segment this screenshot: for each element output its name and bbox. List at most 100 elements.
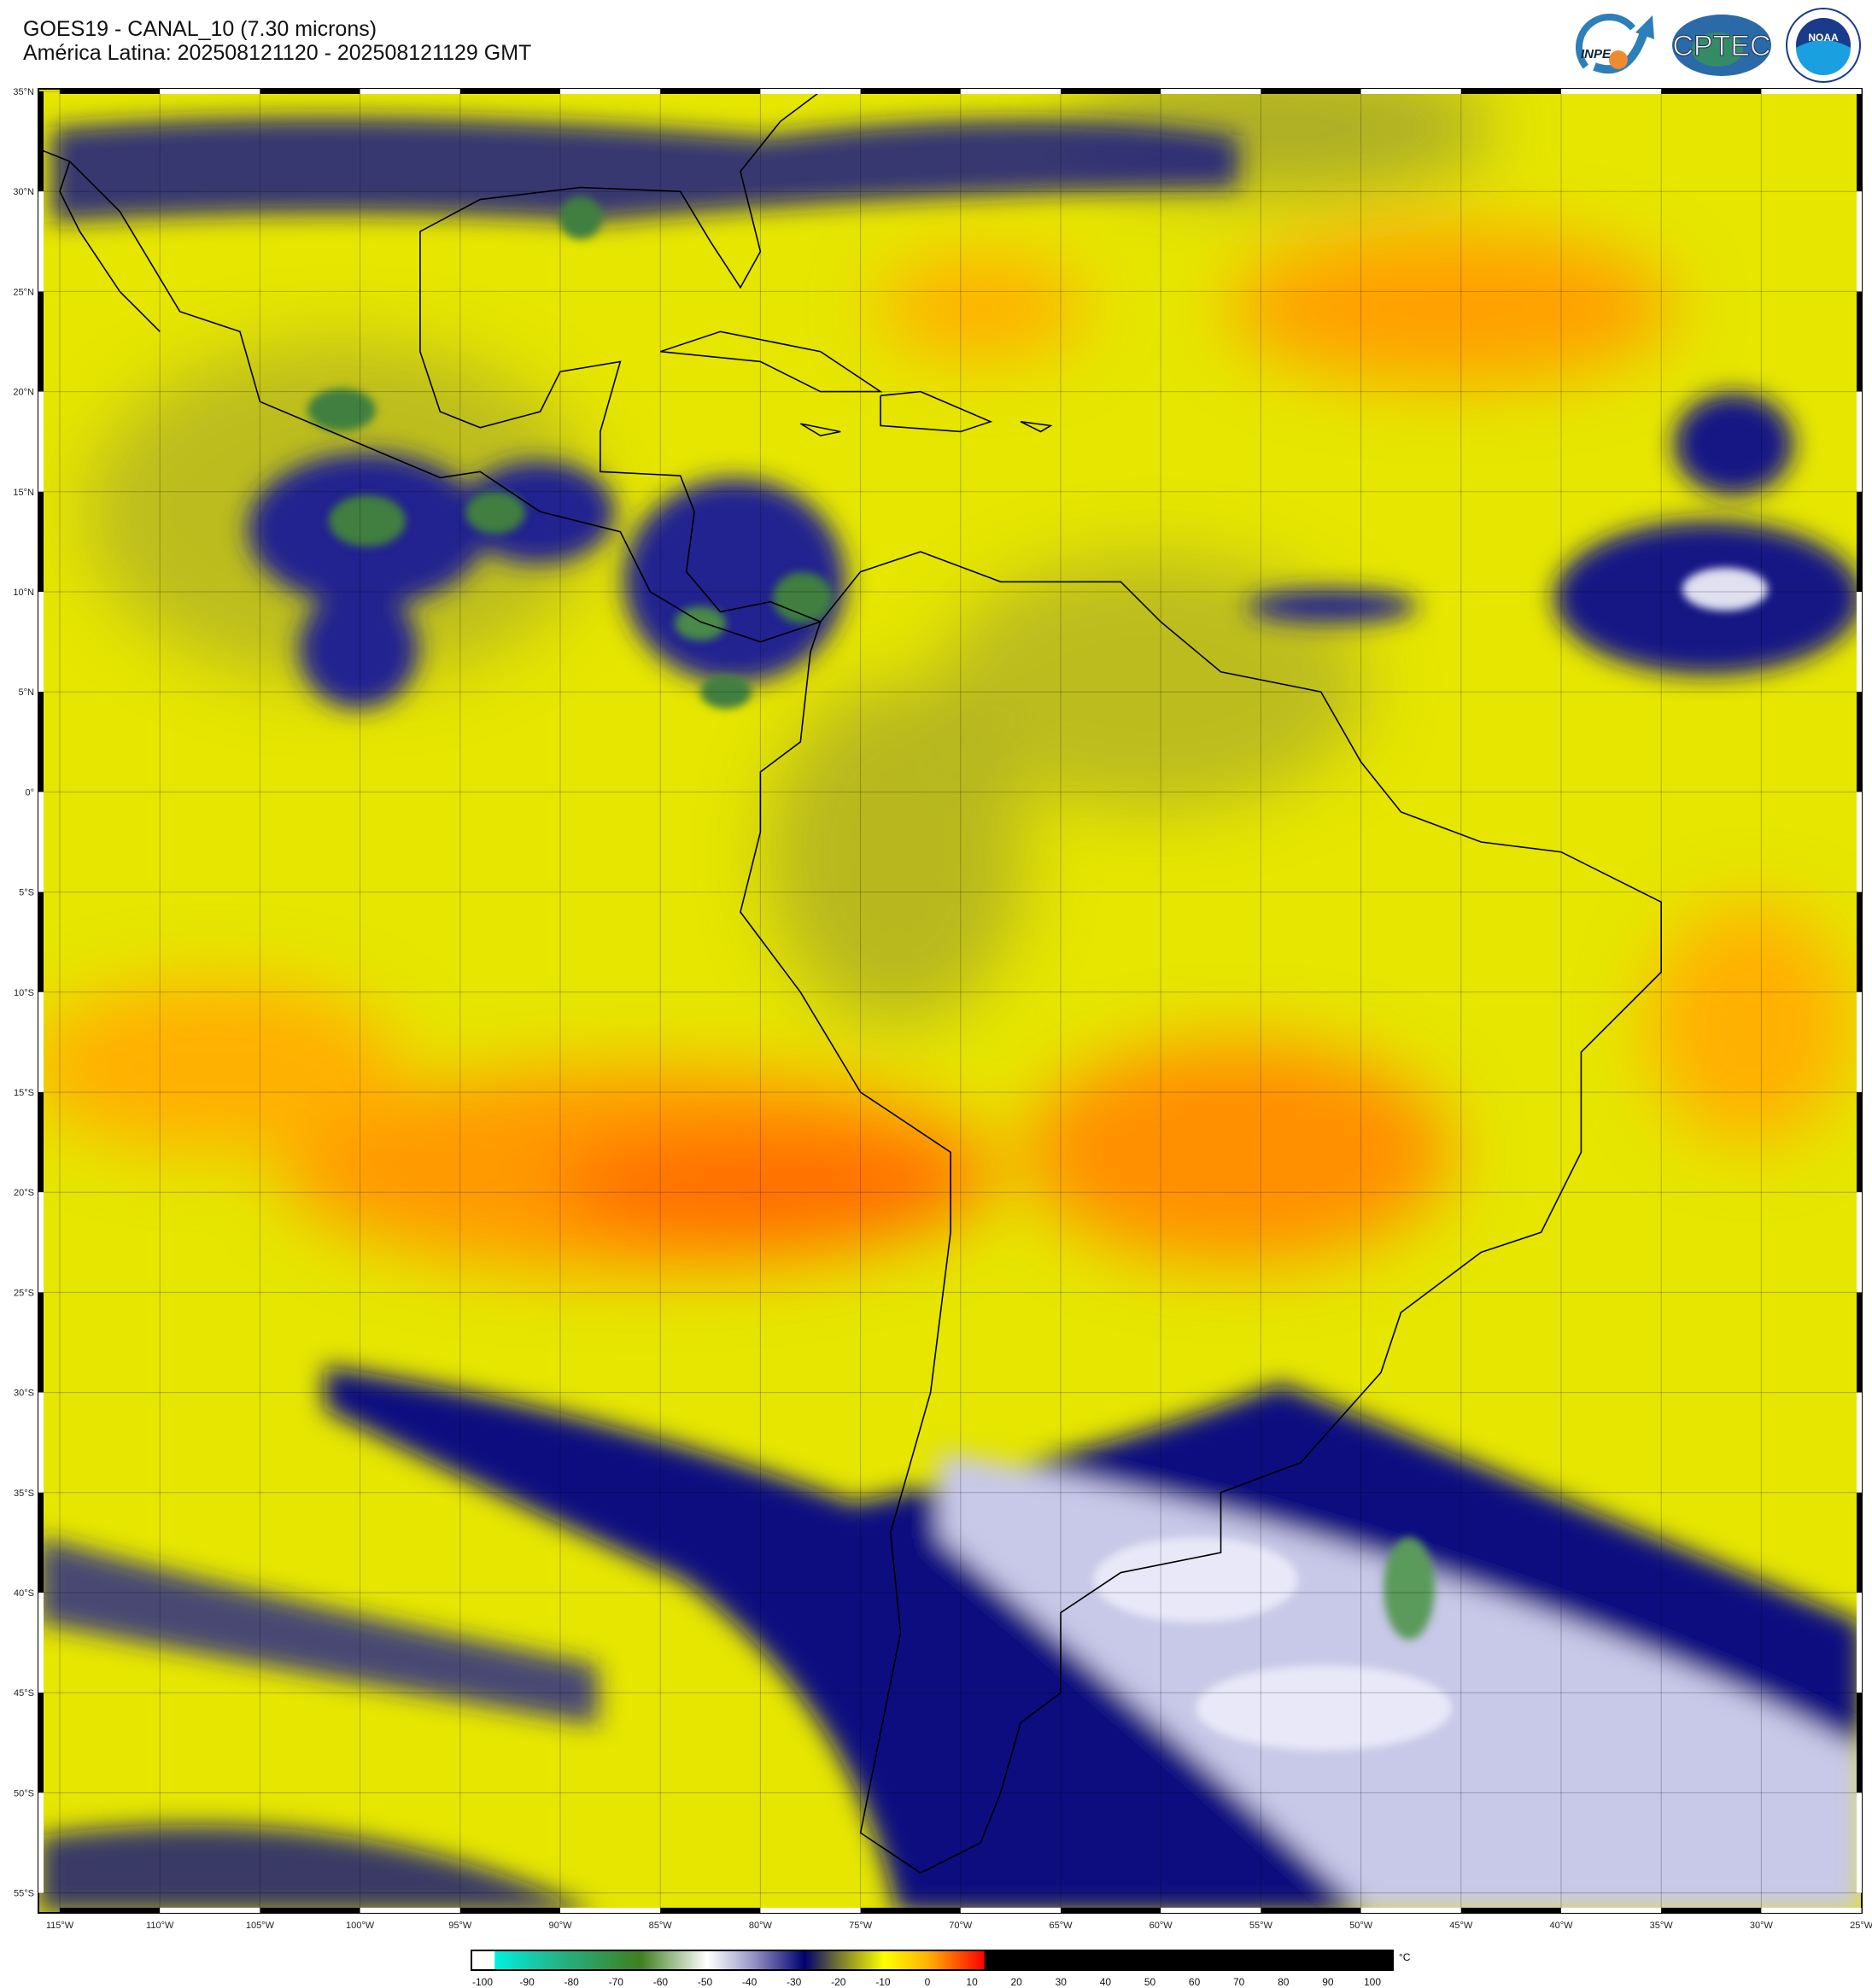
colorbar-tick-label: -40: [741, 1976, 758, 1988]
lon-label: 70°W: [949, 1921, 973, 1930]
border-segment: [360, 89, 460, 94]
lon-label: 85°W: [649, 1921, 673, 1930]
satellite-map: 35°N 30°N 25°N 20°N 15°N 10°N 5°N 0° 5°S 10°S 15°S…: [13, 87, 1872, 1930]
dry-regions: [38, 89, 1853, 1272]
lat-label: 5°S: [19, 888, 34, 898]
coastline: [740, 551, 1662, 1874]
colorbar-unit: °C: [1399, 1951, 1411, 1963]
colorbar-tick-label: -10: [875, 1976, 891, 1988]
border-segment: [1360, 1908, 1461, 1913]
map-title: GOES19 - CANAL_10 (7.30 microns): [23, 17, 377, 41]
border-segment: [38, 592, 44, 693]
lon-label: 65°W: [1049, 1921, 1073, 1930]
border-segment: [1460, 89, 1561, 94]
colorbar-tick-label: -100: [471, 1976, 494, 1988]
coastlines: [38, 91, 1662, 1874]
border-segment: [660, 1908, 761, 1913]
border-segment: [60, 1908, 161, 1913]
colorbar: [471, 1950, 1394, 1971]
border-segment: [1460, 1908, 1561, 1913]
coastline: [799, 423, 841, 437]
border-segment: [860, 89, 961, 94]
border-segment: [1857, 1092, 1862, 1193]
border-segment: [760, 89, 861, 94]
lon-label: 40°W: [1549, 1921, 1573, 1930]
border-segment: [38, 792, 44, 892]
lat-label: 20°S: [14, 1188, 34, 1198]
border-segment: [1761, 89, 1862, 94]
border-segment: [860, 1908, 961, 1913]
border-segment: [38, 1492, 44, 1593]
border-segment: [1061, 1908, 1161, 1913]
border-segment: [1360, 89, 1461, 94]
logos: INPE CPTEC NOAA: [1569, 7, 1862, 84]
border-segment: [1857, 1792, 1862, 1893]
border-segment: [1857, 391, 1862, 492]
lat-label: 45°S: [14, 1688, 34, 1699]
border-segment: [38, 91, 44, 192]
colorbar-tick-label: 80: [1278, 1976, 1290, 1988]
border-segment: [260, 1908, 360, 1913]
border-segment: [38, 1392, 44, 1493]
lon-label: 60°W: [1150, 1921, 1173, 1930]
lat-label: 30°N: [13, 187, 34, 197]
lat-label: 10°S: [14, 988, 34, 998]
border-segment: [160, 89, 260, 94]
lon-label: 90°W: [548, 1921, 572, 1930]
colorbar-tick-label: 90: [1322, 1976, 1334, 1988]
border-segment: [1857, 792, 1862, 892]
lat-label: 15°S: [14, 1088, 34, 1098]
lon-label: 110°W: [146, 1921, 174, 1930]
border-segment: [38, 191, 44, 292]
lon-label: 105°W: [246, 1921, 275, 1930]
border-segment: [960, 1908, 1061, 1913]
lat-label: 0°: [25, 787, 34, 798]
border-segment: [1857, 191, 1862, 292]
coastline: [880, 390, 993, 433]
colorbar-tick-label: 50: [1144, 1976, 1156, 1988]
border-segment: [960, 89, 1061, 94]
border-segment: [38, 692, 44, 792]
border-segment: [560, 89, 661, 94]
border-segment: [1857, 991, 1862, 1092]
lat-label: 50°S: [14, 1788, 34, 1798]
border-segment: [1061, 89, 1161, 94]
lat-label: 25°N: [13, 287, 34, 297]
border-segment: [1857, 1693, 1862, 1793]
border-segment: [1857, 692, 1862, 792]
border-segment: [38, 892, 44, 992]
border-segment: [1857, 1392, 1862, 1493]
lon-label: 100°W: [346, 1921, 375, 1930]
border-segment: [1857, 91, 1862, 192]
lat-label: 35°S: [14, 1488, 34, 1499]
border-segment: [1857, 592, 1862, 693]
border-segment: [1161, 1908, 1261, 1913]
lat-label: 40°S: [14, 1588, 34, 1599]
border-segment: [1857, 491, 1862, 592]
lat-label: 35°N: [13, 87, 34, 97]
coastline: [1020, 420, 1053, 433]
coastline: [38, 148, 821, 643]
border-segment: [1561, 1908, 1662, 1913]
border-segment: [38, 1092, 44, 1193]
axis-labels: 35°N 30°N 25°N 20°N 15°N 10°N 5°N 0° 5°S 10°S 15°S…: [13, 87, 1872, 1930]
border-segment: [1661, 89, 1762, 94]
lon-label: 50°W: [1349, 1921, 1373, 1930]
border-segment: [459, 89, 560, 94]
colorbar-tick-label: -70: [608, 1976, 623, 1988]
colorbar-tick-label: 0: [924, 1976, 931, 1988]
lat-label: 55°S: [14, 1889, 34, 1899]
lat-label: 5°N: [19, 687, 35, 698]
cold-cloud-tops: [307, 196, 1768, 1751]
lon-label: 45°W: [1449, 1921, 1473, 1930]
lat-label: 20°N: [13, 388, 34, 398]
border-segment: [38, 1593, 44, 1693]
lon-label: 25°W: [1850, 1921, 1872, 1930]
frame-border-ticks: [38, 89, 1862, 1913]
border-segment: [38, 391, 44, 492]
lon-label: 115°W: [46, 1921, 74, 1930]
border-segment: [660, 89, 761, 94]
colorbar-tick-label: -80: [564, 1976, 579, 1988]
border-segment: [1857, 1192, 1862, 1293]
colorbar-tick-label: -90: [519, 1976, 535, 1988]
